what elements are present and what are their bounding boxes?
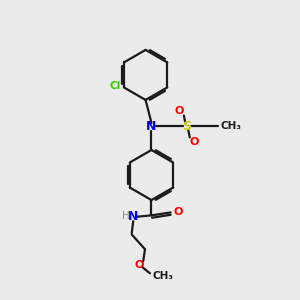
Text: N: N [128,210,138,223]
Text: Cl: Cl [109,81,120,91]
Text: S: S [182,120,191,133]
Text: CH₃: CH₃ [152,271,173,281]
Text: CH₃: CH₃ [221,122,242,131]
Text: O: O [174,207,183,218]
Text: O: O [175,106,184,116]
Text: N: N [146,120,157,133]
Text: H: H [122,211,130,221]
Text: O: O [190,137,199,147]
Text: O: O [134,260,144,270]
